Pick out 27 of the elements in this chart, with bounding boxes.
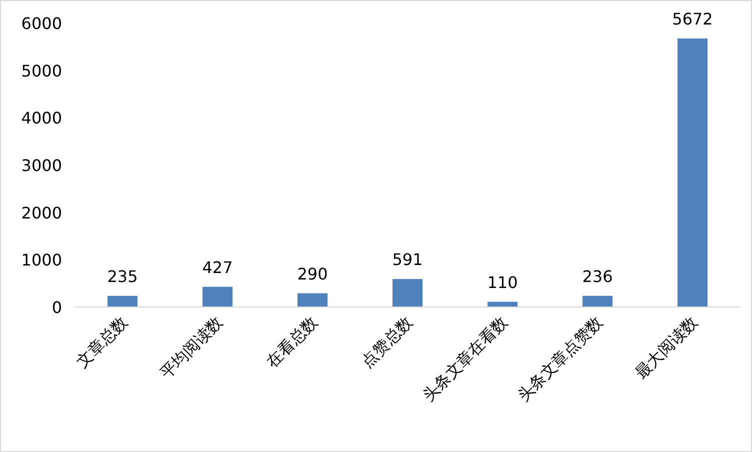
data-label: 110 [487,272,518,292]
data-label: 5672 [672,10,713,29]
bar [392,279,422,307]
y-tick-label: 5000 [21,61,62,80]
y-tick-label: 1000 [21,250,62,270]
data-label: 235 [107,266,138,286]
y-tick-label: 2000 [21,203,62,222]
x-tick-label: 头条文章在看数 [418,312,512,406]
data-label: 591 [392,250,423,270]
bar [202,286,232,307]
x-tick-label: 点赞总数 [358,312,416,372]
y-tick-label: 6000 [21,14,62,33]
bar [108,296,138,307]
x-tick-label: 在看总数 [262,312,322,372]
y-tick-label: 0 [52,298,62,317]
data-label: 290 [297,264,328,284]
y-tick-label: 4000 [21,108,62,128]
y-tick-label: 3000 [21,156,62,175]
x-tick-label: 平均阅读数 [156,312,226,382]
data-label: 427 [202,258,233,277]
x-tick-label: 最大阅读数 [631,312,702,382]
bar [298,293,328,307]
data-label: 236 [582,266,613,286]
x-tick-label: 头条文章点赞数 [514,312,606,406]
x-tick-label: 文章总数 [72,312,132,372]
bar [678,38,708,307]
bar [582,296,612,307]
